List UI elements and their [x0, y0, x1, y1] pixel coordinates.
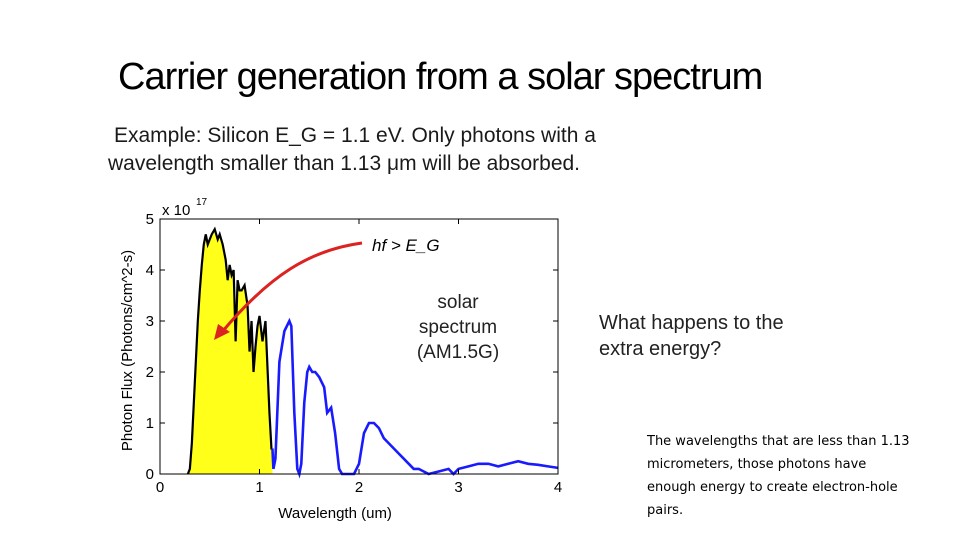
- absorbed-area: [187, 229, 273, 474]
- x-tick-label: 1: [255, 479, 263, 496]
- example-text: Example: Silicon E_G = 1.1 eV. Only phot…: [108, 122, 668, 178]
- series-line-solar-spectrum: [271, 317, 559, 479]
- y-multiplier-exponent: 17: [196, 197, 208, 208]
- y-multiplier-label: x 10: [162, 202, 190, 219]
- y-tick-label: 1: [146, 415, 154, 432]
- y-tick-label: 2: [146, 364, 154, 381]
- x-tick-label: 4: [554, 479, 562, 496]
- photon-flux-chart-svg: 0 1 2 3 4 0 1 2 3 4 5 x 10 17 Wavelength (um) Phot…: [119, 197, 563, 522]
- hf-arrow-head: [214, 324, 230, 340]
- y-tick-label: 5: [146, 211, 154, 228]
- hf-arrow-line: [220, 241, 363, 333]
- chart-marks: [186, 226, 559, 479]
- answer-text: The wavelengths that are less than 1.13 …: [647, 434, 910, 518]
- y-tick-label: 0: [146, 466, 154, 483]
- solar-spectrum-label-line: solar: [437, 292, 479, 313]
- y-tick-label: 4: [146, 262, 154, 279]
- x-tick-label: 2: [355, 479, 363, 496]
- hf-annotation: hf > E_G: [372, 236, 440, 255]
- question-text: What happens to the extra energy?: [599, 312, 784, 360]
- solar-spectrum-label-line: (AM1.5G): [417, 342, 499, 363]
- x-axis-label: Wavelength (um): [278, 505, 392, 522]
- axis-ticks: 0 1 2 3 4 0 1 2 3 4 5: [146, 211, 563, 496]
- series-line-absorbed: [186, 226, 273, 475]
- photon-flux-chart: 0 1 2 3 4 0 1 2 3 4 5 x 10 17 Wavelength (um) Phot…: [110, 190, 580, 530]
- slide-title: Carrier generation from a solar spectrum: [118, 56, 763, 98]
- y-axis-label: Photon Flux (Photons/cm^2-s): [119, 250, 136, 451]
- example-line-2: wavelength smaller than 1.13 μm will be …: [108, 152, 581, 175]
- solar-spectrum-label-line: spectrum: [419, 317, 497, 338]
- example-line-1: Example: Silicon E_G = 1.1 eV. Only phot…: [114, 124, 596, 147]
- y-tick-label: 3: [146, 313, 154, 330]
- x-tick-label: 3: [454, 479, 462, 496]
- x-tick-label: 0: [156, 479, 164, 496]
